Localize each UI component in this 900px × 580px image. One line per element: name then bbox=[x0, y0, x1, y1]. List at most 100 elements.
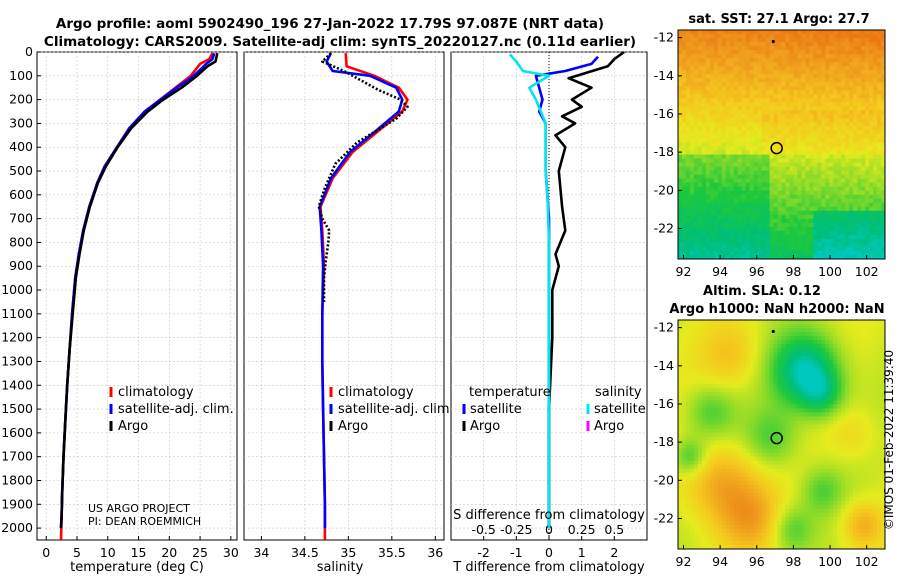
map-cell bbox=[713, 190, 719, 196]
map-cell bbox=[765, 396, 770, 401]
map-cell bbox=[797, 58, 802, 63]
map-cell bbox=[865, 344, 870, 349]
map-cell bbox=[757, 376, 762, 381]
map-cell bbox=[869, 38, 874, 43]
map-cell bbox=[705, 412, 711, 417]
map-cell bbox=[809, 130, 814, 135]
map-cell bbox=[737, 166, 743, 172]
map-cell bbox=[857, 62, 862, 67]
map-cell bbox=[833, 320, 838, 325]
map-cell bbox=[865, 392, 870, 397]
map-cell bbox=[733, 416, 739, 421]
map-cell bbox=[837, 38, 842, 43]
map-cell bbox=[865, 380, 870, 385]
map-cell bbox=[845, 254, 850, 260]
map-cell bbox=[773, 154, 778, 159]
map-cell bbox=[845, 412, 850, 417]
map-cell bbox=[845, 178, 850, 184]
map-cell bbox=[681, 62, 687, 67]
map-cell bbox=[761, 62, 766, 67]
map-cell bbox=[837, 328, 842, 333]
map-cell bbox=[817, 384, 822, 389]
map-cell bbox=[713, 234, 719, 240]
map-cell bbox=[881, 202, 886, 208]
map-cell bbox=[725, 150, 731, 155]
map-cell bbox=[729, 206, 735, 212]
map-cell bbox=[813, 198, 818, 204]
map-cell bbox=[705, 448, 711, 453]
map-cell bbox=[829, 448, 834, 453]
map-cell bbox=[797, 82, 802, 87]
map-cell bbox=[689, 122, 695, 127]
map-cell bbox=[749, 126, 755, 131]
map-cell bbox=[829, 46, 834, 51]
map-cell bbox=[749, 58, 755, 63]
map-cell bbox=[785, 190, 790, 196]
map-cell bbox=[877, 54, 882, 59]
map-cell bbox=[797, 332, 802, 337]
map-cell bbox=[689, 340, 695, 345]
map-cell bbox=[697, 150, 703, 155]
map-cell bbox=[777, 420, 782, 425]
map-cell bbox=[721, 368, 727, 373]
x-tick-label: 34.5 bbox=[291, 545, 319, 560]
map-cell bbox=[721, 178, 727, 184]
map-cell bbox=[849, 146, 854, 151]
map-cell bbox=[729, 360, 735, 365]
map-cell bbox=[837, 400, 842, 405]
map-cell bbox=[729, 150, 735, 155]
map-cell bbox=[745, 102, 751, 107]
map-cell bbox=[873, 226, 878, 232]
map-cell bbox=[745, 352, 751, 357]
map-cell bbox=[749, 368, 755, 373]
map-cell bbox=[717, 82, 723, 87]
map-cell bbox=[797, 134, 802, 139]
map-cell bbox=[781, 364, 786, 369]
map-cell bbox=[781, 198, 786, 204]
map-cell bbox=[877, 336, 882, 341]
map-cell bbox=[685, 320, 691, 325]
map-cell bbox=[813, 86, 818, 91]
map-cell bbox=[773, 182, 778, 188]
map-cell bbox=[853, 392, 858, 397]
map-cell bbox=[869, 82, 874, 87]
map-cell bbox=[721, 352, 727, 357]
map-cell bbox=[785, 34, 790, 39]
map-cell bbox=[857, 158, 862, 163]
map-cell bbox=[737, 408, 743, 413]
map-cell bbox=[753, 194, 759, 200]
map-cell bbox=[757, 42, 762, 47]
map-cell bbox=[853, 352, 858, 357]
map-cell bbox=[845, 110, 850, 115]
map-cell bbox=[825, 178, 830, 184]
map-cell bbox=[857, 210, 862, 216]
map-cell bbox=[749, 388, 755, 393]
map-cell bbox=[845, 242, 850, 248]
map-cell bbox=[689, 428, 695, 433]
map-cell bbox=[685, 50, 691, 55]
map-cell bbox=[797, 336, 802, 341]
map-cell bbox=[857, 74, 862, 79]
map-cell bbox=[797, 436, 802, 441]
map-cell bbox=[701, 86, 707, 91]
map-cell bbox=[861, 392, 866, 397]
map-cell bbox=[749, 214, 755, 220]
map-cell bbox=[769, 440, 774, 445]
map-cell bbox=[801, 50, 806, 55]
map-cell bbox=[845, 150, 850, 155]
map-cell bbox=[793, 82, 798, 87]
map-cell bbox=[709, 368, 715, 373]
map-cell bbox=[833, 400, 838, 405]
map-cell bbox=[678, 78, 683, 83]
map-cell bbox=[693, 102, 699, 107]
map-cell bbox=[761, 352, 766, 357]
map-cell bbox=[729, 38, 735, 43]
map-cell bbox=[741, 376, 747, 381]
map-cell bbox=[701, 242, 707, 248]
map-cell bbox=[841, 324, 846, 329]
map-cell bbox=[685, 352, 691, 357]
map-cell bbox=[837, 158, 842, 163]
map-cell bbox=[853, 158, 858, 163]
map-cell bbox=[865, 182, 870, 188]
map-cell bbox=[809, 238, 814, 244]
